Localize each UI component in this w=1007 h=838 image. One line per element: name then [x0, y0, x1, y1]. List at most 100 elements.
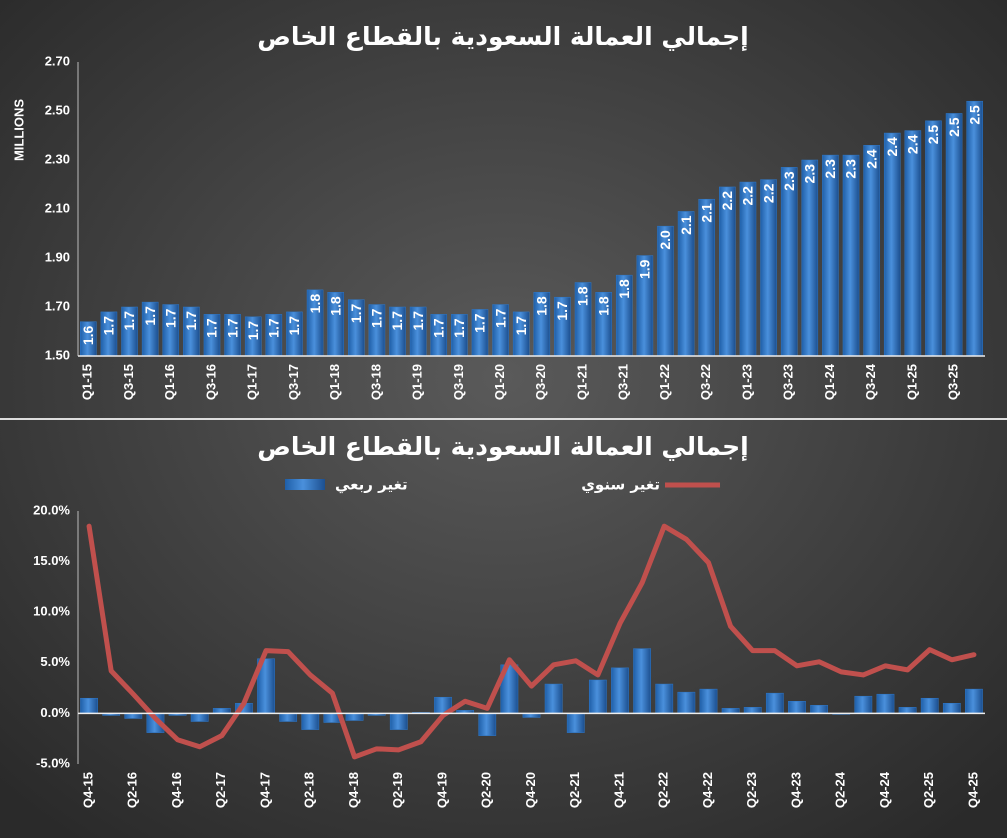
bar — [780, 167, 798, 357]
data-label: 1.7 — [451, 318, 467, 338]
bar — [925, 120, 942, 357]
bar — [124, 713, 143, 719]
data-label: 1.7 — [410, 311, 426, 331]
x-tick-label: Q1-20 — [492, 364, 507, 400]
x-tick-label: Q1-19 — [410, 364, 425, 400]
bar — [544, 683, 563, 714]
y-tick-label: 1.70 — [45, 298, 70, 313]
data-label: 1.8 — [575, 286, 591, 306]
bar — [743, 707, 762, 714]
data-label: 2.3 — [781, 171, 797, 191]
x-tick-label: Q2-16 — [125, 772, 140, 808]
data-label: 2.0 — [657, 230, 673, 250]
data-label: 2.3 — [843, 159, 859, 179]
chart-title: إجمالي العمالة السعودية بالقطاع الخاص — [257, 22, 749, 52]
data-label: 1.7 — [224, 318, 240, 338]
data-label: 2.2 — [719, 191, 735, 211]
bar — [739, 181, 757, 357]
data-label: 1.7 — [472, 313, 488, 333]
chart-title: إجمالي العمالة السعودية بالقطاع الخاص — [257, 432, 749, 462]
bar — [566, 713, 585, 733]
data-label: 2.3 — [822, 159, 838, 179]
bar — [301, 713, 320, 730]
x-tick-label: Q4-23 — [788, 772, 803, 808]
y-tick-label: 1.90 — [45, 249, 70, 264]
x-tick-label: Q1-18 — [327, 364, 342, 400]
data-label: 2.3 — [801, 164, 817, 184]
bar — [721, 708, 740, 714]
x-tick-label: Q2-23 — [744, 772, 759, 808]
data-label: 2.4 — [905, 134, 921, 154]
y-tick-label: 2.10 — [45, 200, 70, 215]
x-tick-label: Q3-23 — [781, 364, 796, 400]
y-tick-label: 0.0% — [40, 705, 70, 720]
data-label: 2.5 — [946, 117, 962, 137]
bar — [920, 697, 939, 714]
y-tick-label: 10.0% — [33, 604, 70, 619]
data-label: 1.7 — [286, 316, 302, 336]
bar — [655, 683, 674, 714]
data-label: 2.4 — [863, 149, 879, 169]
bar — [942, 703, 961, 714]
bar — [801, 159, 819, 357]
data-label: 1.8 — [534, 296, 550, 316]
bar — [279, 713, 298, 722]
bar — [212, 708, 231, 714]
x-tick-label: Q4-21 — [611, 772, 626, 808]
data-label: 1.8 — [327, 296, 343, 316]
y-tick-label: 20.0% — [33, 502, 70, 517]
bar — [898, 707, 917, 714]
bar — [842, 154, 860, 357]
x-tick-label: Q3-19 — [451, 364, 466, 400]
bar — [633, 648, 651, 714]
x-tick-label: Q1-17 — [245, 364, 260, 400]
legend-label: تغير سنوي — [581, 476, 660, 495]
x-tick-label: Q2-24 — [833, 771, 848, 808]
y-tick-label: -5.0% — [36, 755, 70, 770]
x-tick-label: Q1-24 — [822, 363, 837, 400]
data-label: 1.8 — [616, 279, 632, 299]
bar — [588, 679, 607, 714]
data-label: 1.7 — [245, 321, 261, 341]
data-label: 2.5 — [966, 105, 982, 125]
x-tick-label: Q2-19 — [390, 772, 405, 808]
x-tick-label: Q4-16 — [169, 772, 184, 808]
bar — [699, 688, 718, 714]
x-tick-label: Q3-24 — [863, 363, 878, 400]
bar — [966, 100, 983, 357]
bar — [478, 713, 497, 736]
data-label: 2.2 — [740, 186, 756, 206]
legend-swatch — [285, 479, 325, 490]
x-tick-label: Q4-22 — [700, 772, 715, 808]
y-axis-label: MILLIONS — [11, 99, 26, 161]
bar — [863, 145, 880, 357]
x-tick-label: Q1-25 — [904, 364, 919, 400]
bar — [788, 701, 806, 714]
y-tick-label: 2.70 — [45, 53, 70, 68]
x-tick-label: Q2-21 — [567, 772, 582, 808]
x-tick-label: Q3-20 — [533, 364, 548, 400]
data-label: 1.7 — [369, 308, 385, 328]
data-label: 1.7 — [348, 303, 364, 323]
data-label: 1.7 — [204, 318, 220, 338]
bar — [345, 713, 364, 721]
x-tick-label: Q2-17 — [213, 772, 228, 808]
y-tick-label: 15.0% — [33, 553, 70, 568]
bar — [389, 713, 408, 730]
data-label: 1.7 — [389, 311, 405, 331]
x-tick-label: Q4-18 — [346, 772, 361, 808]
x-tick-label: Q4-20 — [523, 772, 538, 808]
bar — [854, 695, 873, 714]
data-label: 2.1 — [678, 215, 694, 235]
x-tick-label: Q3-25 — [946, 364, 961, 400]
bar — [945, 113, 963, 357]
x-tick-label: Q2-18 — [302, 772, 317, 808]
x-tick-label: Q4-25 — [965, 772, 980, 808]
data-label: 1.7 — [183, 311, 199, 331]
legend-label: تغير ربعي — [335, 476, 408, 494]
x-tick-label: Q1-22 — [657, 364, 672, 400]
x-tick-label: Q1-15 — [80, 364, 95, 400]
x-tick-label: Q4-15 — [80, 772, 95, 808]
data-label: 1.7 — [266, 318, 282, 338]
